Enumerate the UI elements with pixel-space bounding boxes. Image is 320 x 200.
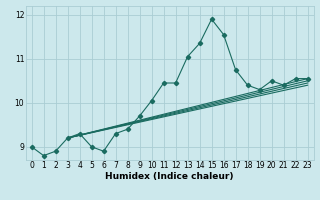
X-axis label: Humidex (Indice chaleur): Humidex (Indice chaleur) bbox=[105, 172, 234, 181]
